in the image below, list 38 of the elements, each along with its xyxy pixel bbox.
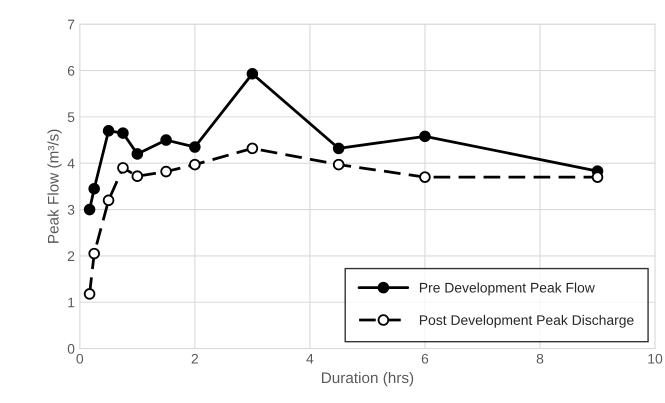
x-tick-label: 4 — [306, 354, 314, 364]
x-axis-title: Duration (hrs) — [322, 372, 414, 386]
point — [332, 142, 344, 154]
point — [246, 68, 258, 80]
point — [160, 134, 172, 146]
y-tick-label: 3 — [68, 204, 74, 215]
y-tick-label: 4 — [68, 158, 75, 168]
point — [332, 158, 344, 170]
point — [419, 171, 431, 183]
x-tick-label: 10 — [648, 354, 662, 364]
point — [117, 162, 129, 174]
y-tick-label: 6 — [68, 66, 74, 76]
point — [132, 170, 144, 182]
point — [102, 194, 114, 206]
legend-label: Pre Development Peak Flow — [420, 282, 595, 296]
x-tick-label: 2 — [192, 354, 198, 364]
point — [160, 166, 172, 178]
point — [84, 288, 96, 300]
x-tick-label: 6 — [422, 354, 428, 364]
point — [132, 148, 144, 160]
point — [246, 142, 258, 154]
legend-label: Post Development Peak Discharge — [420, 314, 634, 328]
point — [102, 125, 114, 137]
y-tick-label: 0 — [68, 344, 74, 354]
y-tick-label: 2 — [68, 251, 74, 261]
x-tick-label: 8 — [536, 354, 544, 364]
y-tick-label: 1 — [68, 298, 74, 308]
point — [419, 130, 431, 142]
point — [189, 141, 201, 153]
point — [88, 182, 100, 194]
point — [88, 248, 100, 260]
point — [84, 204, 96, 216]
point — [189, 158, 201, 170]
point — [117, 127, 129, 139]
y-tick-label: 5 — [68, 112, 74, 122]
x-tick-label: 0 — [76, 354, 84, 364]
y-axis-title: Peak Flow (m³/s) — [47, 130, 62, 243]
y-tick-label: 7 — [68, 20, 74, 30]
